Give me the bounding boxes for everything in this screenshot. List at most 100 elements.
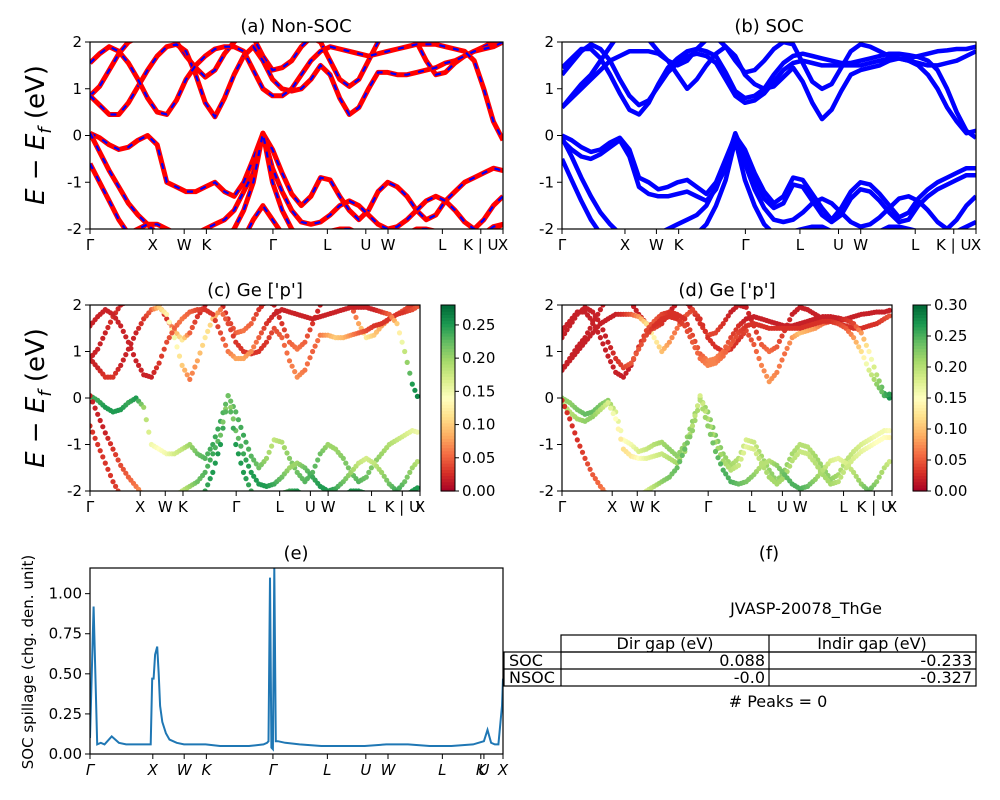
colorbar-segment [913, 466, 927, 470]
band-point [636, 346, 642, 352]
band-point [738, 456, 744, 462]
band-point [97, 448, 103, 454]
band-point [338, 495, 343, 500]
band-point [307, 355, 313, 361]
band-point [115, 319, 121, 325]
band-point [402, 479, 408, 485]
colorbar-segment [913, 444, 927, 449]
colorbar-segment [913, 404, 927, 408]
colorbar-segment [913, 317, 927, 322]
band-point [133, 330, 139, 336]
colorbar-segment [441, 336, 455, 340]
colorbar-segment [913, 363, 927, 368]
band-point [343, 293, 348, 298]
band-point [611, 287, 616, 292]
band-point [597, 307, 604, 313]
band-point [207, 446, 213, 452]
band-point [151, 293, 156, 298]
colorbar-segment [441, 320, 455, 325]
band-point [577, 443, 583, 449]
panel-c-colorbar: 0.00 0.05 0.10 0.15 0.20 0.25 [440, 304, 495, 500]
band-point [189, 324, 195, 331]
band-point [705, 423, 711, 429]
x-tick-label: X [620, 236, 630, 254]
band-point [412, 387, 418, 393]
band-point [192, 364, 198, 370]
band-point [886, 391, 892, 397]
colorbar-segment [441, 317, 455, 322]
x-tick-label: Γ [232, 498, 241, 516]
band-point [353, 314, 359, 320]
band-point [712, 448, 719, 455]
x-tick-label: Γ [86, 236, 95, 254]
band-point [225, 321, 231, 327]
x-tick-label: Γ [558, 498, 567, 516]
band-point [251, 473, 257, 479]
colorbar-segment [913, 320, 927, 325]
band-point [151, 369, 157, 375]
band-point [164, 311, 170, 317]
band-point [149, 289, 154, 294]
band-point [261, 498, 266, 503]
band-point [730, 338, 737, 344]
x-tick-label: L [323, 236, 332, 254]
band-point [205, 328, 211, 334]
band-point [346, 298, 351, 303]
band-point [230, 333, 236, 339]
band-point [126, 298, 131, 303]
band-point [105, 466, 111, 472]
band-point [379, 469, 385, 475]
band-point [233, 441, 239, 448]
x-tick-label: Γ [86, 498, 95, 516]
x-tick-label: K [650, 498, 661, 516]
band-point [90, 393, 93, 399]
band-point [600, 327, 606, 333]
y-tick-label: 1 [544, 80, 554, 98]
band-point [118, 462, 124, 468]
colorbar-segment [441, 314, 455, 318]
band-point [146, 287, 151, 292]
band-point [238, 424, 244, 430]
band-point [131, 292, 136, 297]
colorbar-segment [913, 367, 927, 371]
band-point [407, 370, 413, 376]
band-point [90, 399, 96, 405]
band-point [707, 431, 714, 437]
table-cell-dir: 0.088 [719, 651, 765, 670]
band-point [595, 329, 601, 335]
band-point [210, 451, 216, 457]
band-point [95, 346, 101, 352]
band-point [113, 315, 119, 321]
table-grid [503, 634, 977, 687]
band-point [597, 321, 604, 327]
y-tick-label: 0.50 [49, 665, 82, 683]
band-point [597, 335, 604, 341]
x-tick-label: U [777, 498, 788, 516]
band-point [697, 316, 703, 322]
colorbar-segment [441, 323, 455, 328]
band-point [143, 417, 149, 423]
x-tick-label: W [630, 498, 645, 516]
band-point [886, 428, 892, 434]
band-point [697, 397, 703, 403]
x-tick-label: Γ [269, 761, 279, 779]
band-point [253, 339, 259, 345]
band-point [628, 360, 634, 366]
band-point [240, 469, 247, 475]
band-point [616, 285, 621, 290]
band-point [700, 322, 706, 328]
x-tick-label: Γ [741, 236, 750, 254]
band-point [192, 319, 198, 325]
x-tick-label: L [367, 498, 376, 516]
band-point [286, 455, 293, 461]
band-point [113, 483, 119, 489]
band-point [115, 306, 121, 312]
colorbar-segment [441, 444, 455, 449]
band-line-soc [562, 135, 976, 229]
band-point [776, 363, 783, 369]
band-point [194, 358, 200, 364]
colorbar-segment [913, 348, 927, 353]
colorbar-segment [913, 410, 927, 415]
band-line-nonsoc [90, 130, 503, 229]
